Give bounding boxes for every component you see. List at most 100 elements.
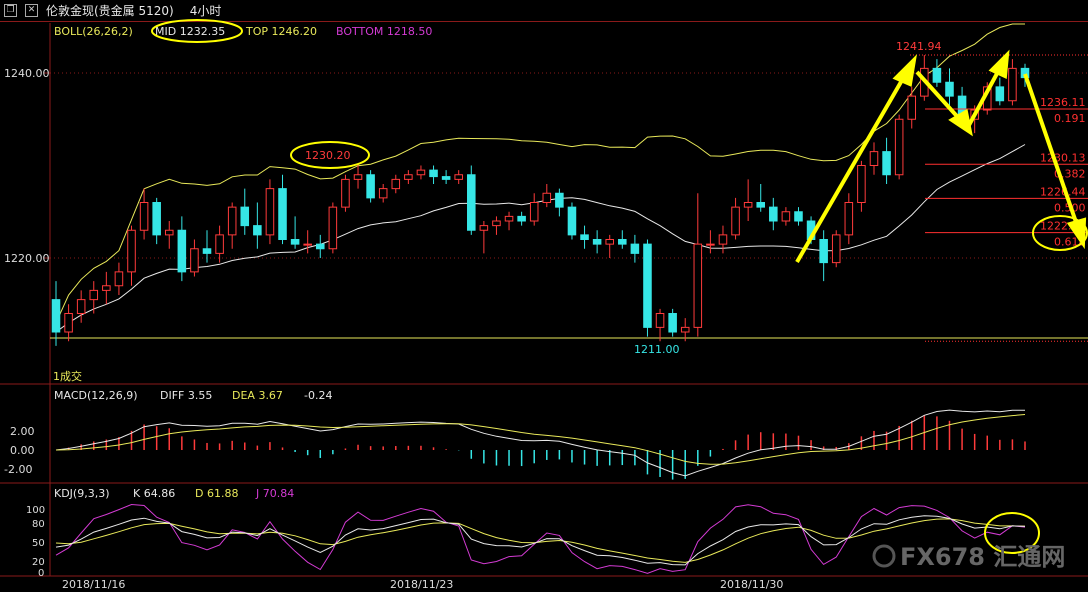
candle-body: [756, 202, 766, 208]
candle-body: [643, 243, 652, 328]
macd-header: MACD(12,26,9) DIFF 3.55 DEA 3.67 -0.24: [54, 389, 332, 402]
candle: [139, 188, 149, 240]
candle: [542, 184, 552, 208]
candle-body: [353, 174, 363, 180]
candle-body: [555, 192, 564, 208]
down-arrow-2-head: [1066, 217, 1087, 250]
candle: [869, 142, 879, 175]
candle: [743, 179, 753, 221]
close-icon[interactable]: ✕: [25, 4, 38, 17]
kdj-k-label: K 64.86: [133, 487, 175, 500]
candle: [265, 179, 275, 245]
date-label-1116: 2018/11/16: [62, 578, 125, 591]
candle: [454, 170, 463, 184]
candle-body: [630, 243, 640, 254]
candle: [618, 230, 627, 249]
title-bar: ❐ ✕ 伦敦金现(贵金属 5120) 4小时: [0, 0, 1088, 22]
candle-body: [202, 248, 212, 254]
candle-body: [844, 202, 854, 236]
candle: [164, 221, 174, 249]
target-circle: [1032, 215, 1088, 251]
candle-body: [668, 313, 677, 333]
macd-y-axis: 2.00 0.00 -2.00: [4, 425, 35, 476]
restore-icon[interactable]: ❐: [4, 4, 17, 17]
candle: [278, 174, 287, 245]
kdj-j-label: J 70.84: [255, 487, 294, 500]
trend-arrows: [795, 49, 1087, 264]
candle-body: [76, 299, 86, 314]
macd-indicator-label: MACD(12,26,9): [54, 389, 138, 402]
up-arrow-2-head: [988, 49, 1010, 79]
candle: [378, 184, 388, 203]
candle: [479, 221, 489, 254]
candle: [756, 184, 766, 212]
candle: [857, 160, 866, 212]
candle-body: [932, 67, 942, 83]
candle: [215, 225, 224, 263]
candle-body: [454, 174, 463, 180]
candle: [504, 211, 514, 231]
price-tick-1220: 1220.00: [4, 252, 50, 265]
period-selector[interactable]: 4小时: [189, 4, 222, 18]
watermark: FX678 汇通网: [872, 543, 1065, 571]
candle-body: [341, 178, 350, 208]
price-y-axis: 1240.00 1220.00: [4, 67, 50, 265]
candle: [819, 230, 828, 282]
candle: [253, 202, 262, 249]
candle-body: [164, 229, 174, 236]
candle-body: [127, 229, 136, 273]
boll-header: BOLL(26,26,2) MID 1232.35 TOP 1246.20 BO…: [54, 19, 432, 43]
macd-dea-line: [55, 414, 1026, 465]
candle-body: [467, 174, 476, 231]
candle: [643, 239, 652, 337]
candle-body: [680, 326, 690, 333]
kdj-tick-0: 0: [38, 568, 44, 579]
candle: [177, 216, 187, 282]
candle: [831, 230, 841, 268]
macd-diff-label: DIFF 3.55: [160, 389, 212, 402]
macd-tick-minus2: -2.00: [4, 463, 32, 476]
kdj-lines: [55, 503, 1026, 574]
candle: [202, 230, 212, 263]
candle-body: [882, 151, 891, 176]
up-arrow-2: [966, 67, 1002, 128]
candle-body: [51, 299, 61, 333]
candle-body: [114, 271, 124, 287]
candle-body: [781, 211, 791, 222]
candle-body: [240, 206, 250, 227]
boll-top-line: [55, 23, 1025, 324]
candle-body: [177, 229, 187, 273]
up-arrow-1-head: [892, 54, 917, 87]
down-arrow-2: [1023, 73, 1080, 229]
candle: [89, 281, 99, 314]
candle-body: [102, 285, 111, 291]
candle: [353, 163, 363, 189]
x-axis: 2018/11/16 2018/11/23 2018/11/30: [62, 578, 783, 591]
candle-body: [328, 206, 338, 250]
annotations: 1241.94 1230.20 1211.00 1成交: [53, 40, 1088, 383]
candle-body: [819, 239, 828, 264]
candle-body: [894, 118, 904, 176]
candle: [718, 225, 728, 254]
candle-body: [945, 81, 954, 97]
candle-body: [769, 206, 778, 222]
up-arrow-1: [795, 73, 907, 264]
candle-body: [517, 215, 526, 222]
kdj-indicator-label: KDJ(9,3,3): [54, 487, 110, 500]
candle: [416, 165, 426, 180]
candle-body: [907, 95, 917, 120]
price-tick-1240: 1240.00: [4, 67, 50, 80]
candle: [227, 202, 237, 249]
macd-value-label: -0.24: [304, 389, 332, 402]
candlesticks: [51, 55, 1030, 346]
candle-body: [265, 188, 275, 236]
candle: [844, 193, 854, 245]
candle-body: [542, 192, 552, 203]
candle: [404, 170, 413, 184]
kdj-highlight-circle: [984, 512, 1040, 554]
candle-body: [64, 313, 73, 333]
candle: [152, 197, 161, 245]
candle-body: [315, 243, 325, 250]
candle: [907, 86, 917, 129]
